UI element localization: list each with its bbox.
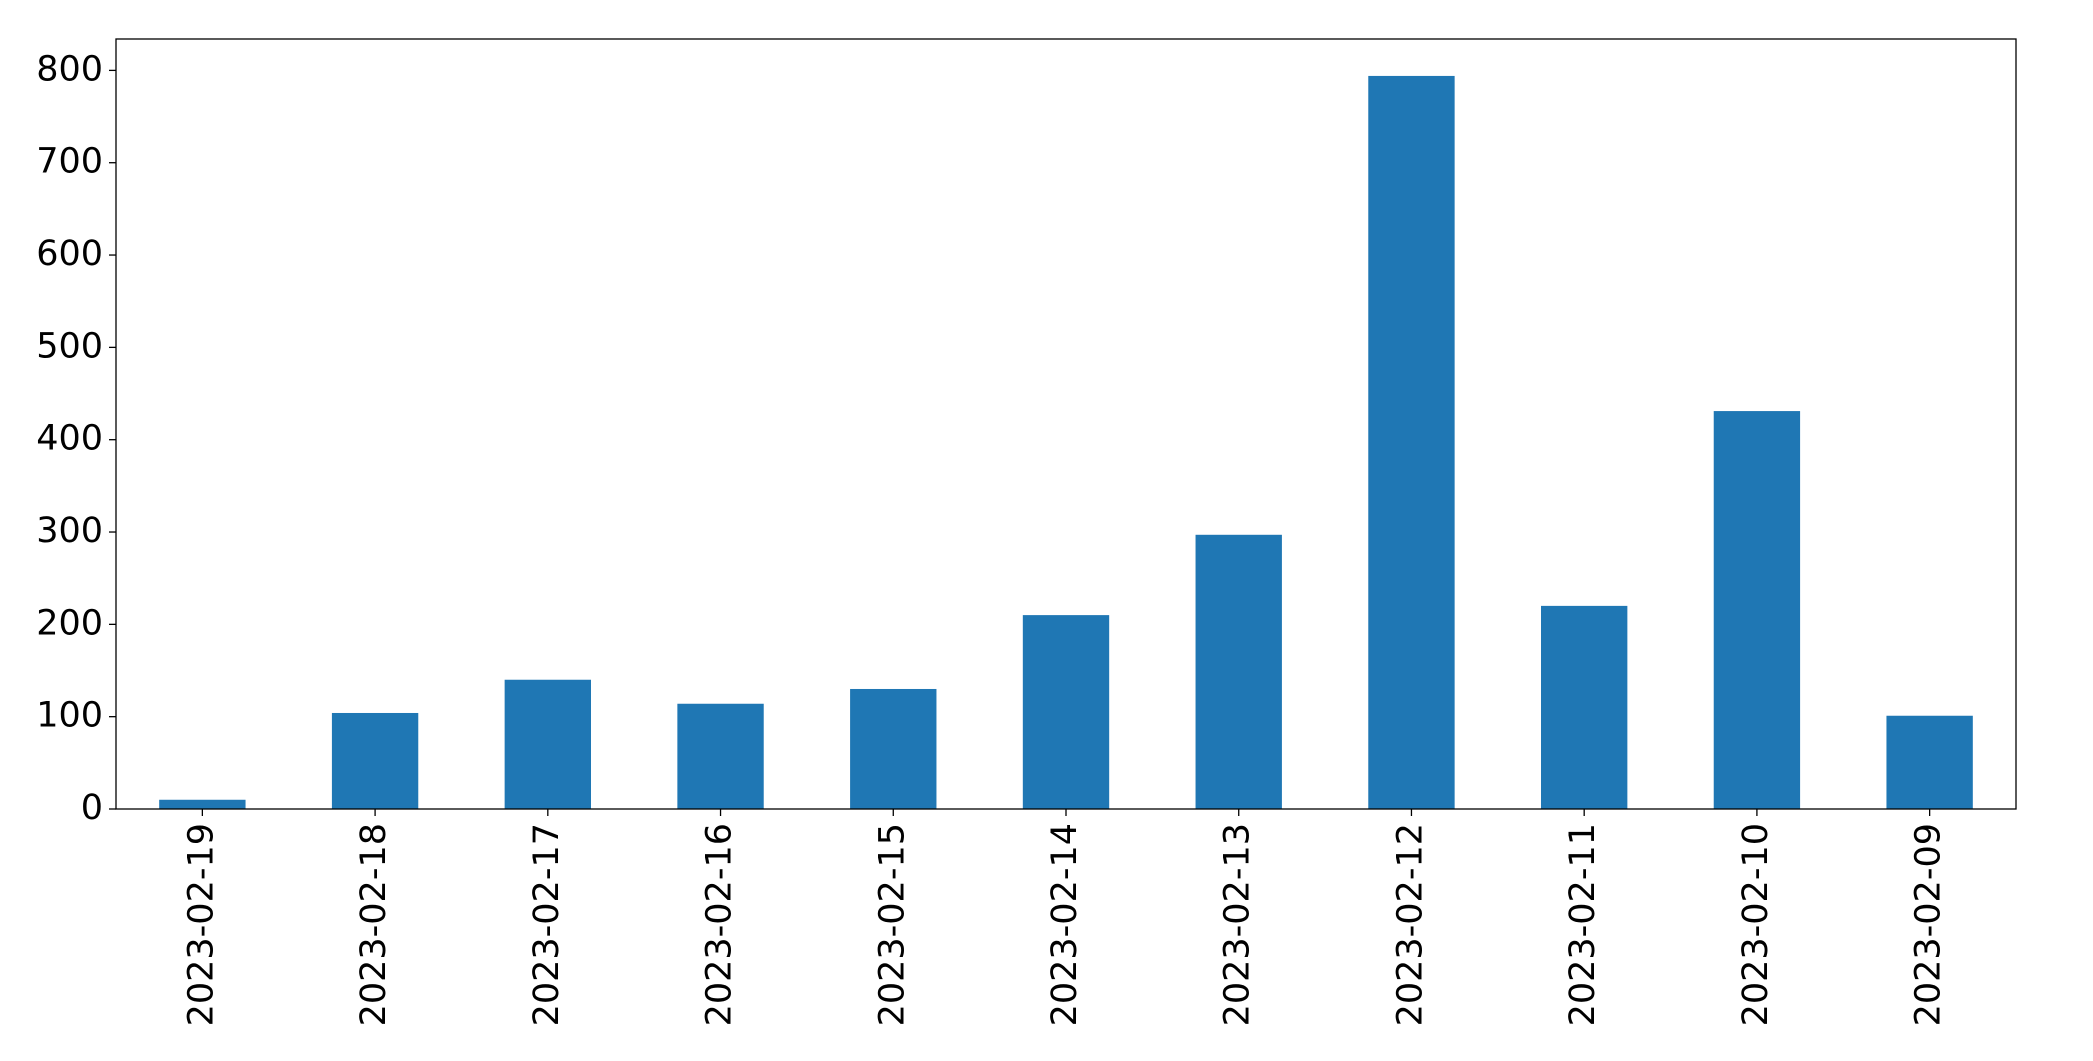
bar xyxy=(159,799,246,809)
x-tick-label: 2023-02-11 xyxy=(1563,823,1603,1026)
y-tick-label: 200 xyxy=(36,603,103,643)
bar xyxy=(677,703,764,809)
bar xyxy=(504,679,591,809)
bar xyxy=(1541,605,1628,809)
x-tick-label: 2023-02-16 xyxy=(700,823,740,1026)
y-tick-label: 600 xyxy=(36,234,103,274)
bar xyxy=(1195,534,1282,809)
y-tick-label: 100 xyxy=(36,696,103,736)
y-tick-label: 800 xyxy=(36,49,103,89)
bar xyxy=(1886,715,1973,809)
bar xyxy=(1713,411,1801,809)
x-tick-label: 2023-02-09 xyxy=(1909,823,1949,1026)
x-tick-label: 2023-02-19 xyxy=(181,823,221,1026)
bar xyxy=(331,712,419,809)
x-tick-label: 2023-02-17 xyxy=(527,823,567,1026)
x-tick-label: 2023-02-18 xyxy=(354,823,394,1026)
x-tick-label: 2023-02-10 xyxy=(1736,823,1776,1026)
x-tick-label: 2023-02-15 xyxy=(872,823,912,1026)
x-tick-label: 2023-02-14 xyxy=(1045,823,1085,1026)
y-tick-label: 0 xyxy=(81,788,103,828)
bar xyxy=(1022,615,1110,809)
y-tick-label: 400 xyxy=(36,419,103,459)
x-tick-label: 2023-02-12 xyxy=(1390,823,1430,1026)
bar xyxy=(850,688,937,809)
y-tick-label: 500 xyxy=(36,326,103,366)
y-tick-label: 700 xyxy=(36,142,103,182)
y-tick-label: 300 xyxy=(36,511,103,551)
plot-frame xyxy=(115,38,2017,810)
x-tick-label: 2023-02-13 xyxy=(1218,823,1258,1026)
bar xyxy=(1368,75,1455,809)
